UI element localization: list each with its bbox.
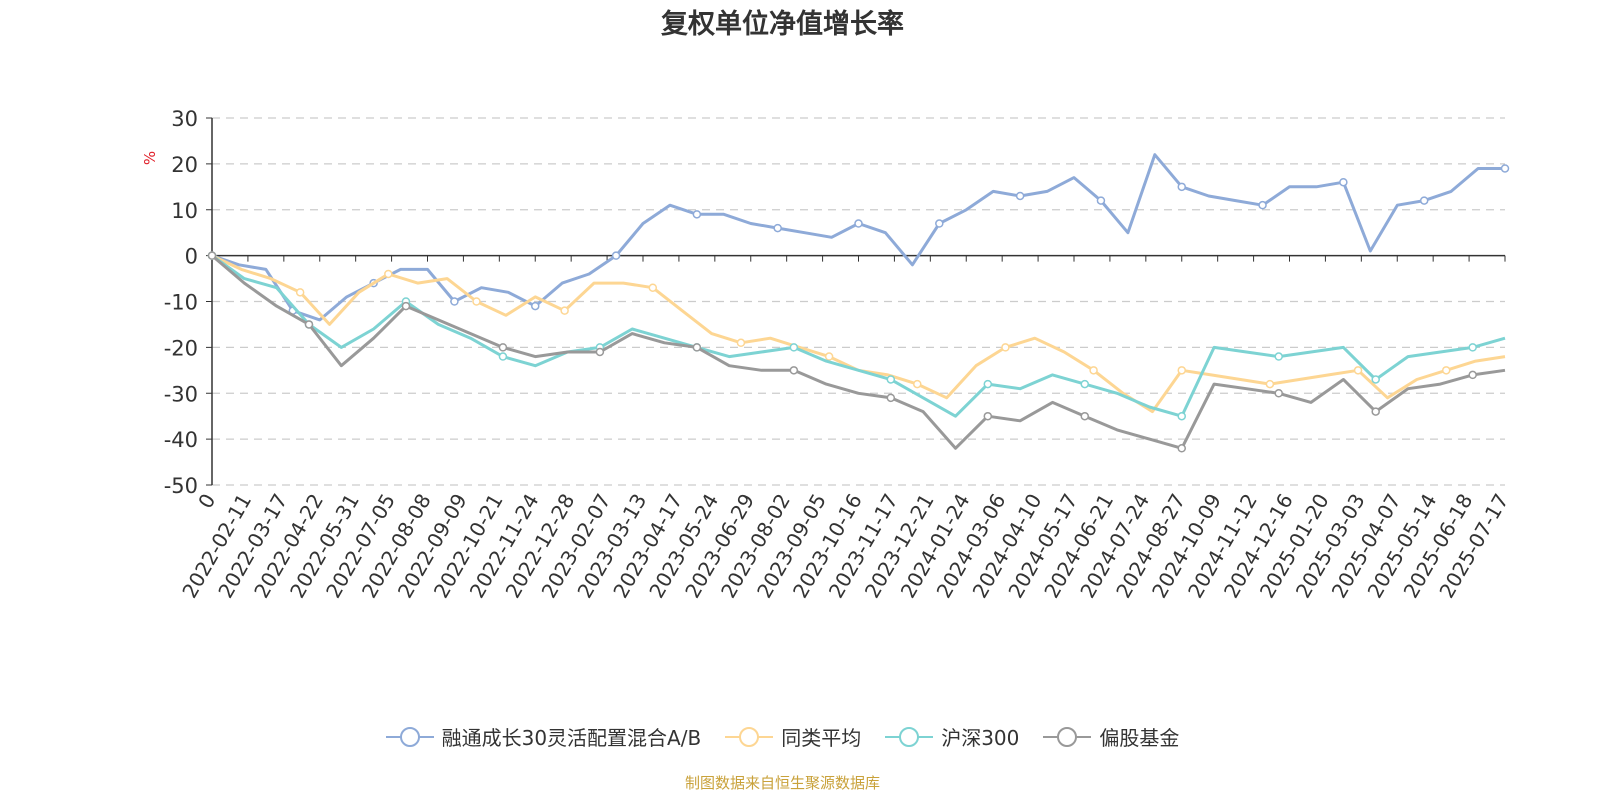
y-tick-label: 20 (171, 153, 198, 177)
data-point (648, 283, 658, 292)
data-point (886, 393, 896, 403)
grid-lines (212, 117, 1505, 486)
data-point (1265, 379, 1275, 389)
legend-label: 融通成长30灵活配置混合A/B (441, 726, 702, 750)
data-point (1468, 343, 1477, 352)
data-point (384, 269, 393, 279)
data-point (935, 219, 944, 228)
series-3 (207, 251, 1506, 453)
legend: 融通成长30灵活配置混合A/B 同类平均 沪深300 偏股基金 (0, 722, 1565, 751)
y-tick-label: 10 (171, 199, 198, 223)
data-point (560, 306, 569, 315)
x-tick-label: 0 (193, 490, 220, 513)
legend-label: 沪深300 (941, 726, 1020, 750)
y-tick-label: 0 (185, 245, 198, 269)
series-0 (207, 153, 1510, 322)
data-point (692, 210, 702, 219)
series-line (211, 153, 1505, 322)
data-point (1080, 379, 1090, 389)
data-point (773, 223, 782, 233)
legend-item[interactable]: 同类平均 (725, 722, 861, 751)
data-point (531, 301, 540, 311)
y-tick-label: -20 (164, 336, 198, 360)
data-point (1441, 366, 1451, 375)
axes (206, 117, 1506, 486)
data-point (983, 379, 993, 389)
data-point (789, 366, 799, 375)
legend-label: 同类平均 (781, 726, 862, 750)
source-note: 制图数据来自恒生聚源数据库 (684, 774, 880, 792)
data-point (498, 352, 508, 361)
data-point (595, 347, 605, 357)
data-point (207, 251, 217, 260)
data-point (824, 352, 834, 361)
data-point (692, 343, 702, 352)
data-point (1500, 164, 1510, 173)
data-point (450, 297, 459, 306)
data-point (1096, 196, 1106, 205)
y-axis-unit-label: % (141, 151, 159, 165)
data-point (1080, 411, 1090, 421)
data-point (1371, 375, 1380, 384)
legend-marker (885, 726, 934, 747)
data-point (1177, 182, 1186, 192)
data-point (1353, 366, 1363, 375)
data-point (1177, 366, 1186, 375)
data-point (498, 343, 508, 352)
data-point (913, 379, 922, 389)
data-point (1419, 196, 1429, 205)
data-point (611, 251, 621, 260)
data-point (1274, 352, 1283, 361)
data-point (472, 297, 481, 306)
data-point (854, 219, 863, 228)
legend-item[interactable]: 沪深300 (885, 722, 1019, 751)
y-tick-label: 30 (171, 107, 198, 131)
data-point (1258, 200, 1267, 210)
series-1 (207, 251, 1506, 414)
y-tick-label: -50 (164, 474, 198, 498)
legend-marker (385, 726, 434, 747)
series-line (211, 254, 1506, 450)
data-point (1177, 444, 1186, 453)
data-point (295, 288, 305, 297)
data-point (1274, 389, 1283, 398)
legend-marker (725, 726, 774, 747)
data-point (401, 301, 411, 311)
series-lines (207, 153, 1510, 453)
legend-item[interactable]: 融通成长30灵活配置混合A/B (385, 722, 702, 751)
data-point (1015, 191, 1025, 201)
legend-label: 偏股基金 (1099, 726, 1180, 750)
data-point (304, 320, 314, 329)
data-point (1177, 411, 1186, 421)
y-tick-label: -40 (164, 428, 198, 452)
series-line (211, 254, 1506, 414)
y-tick-label: -10 (164, 291, 198, 315)
data-point (1339, 177, 1348, 187)
data-point (1001, 343, 1010, 352)
data-point (886, 375, 896, 384)
data-point (1468, 370, 1477, 380)
chart-title: 复权单位净值增长率 (661, 9, 904, 40)
legend-item[interactable]: 偏股基金 (1043, 722, 1179, 751)
data-point (736, 338, 746, 348)
legend-marker (1043, 726, 1092, 747)
data-point (1371, 407, 1380, 416)
data-point (789, 343, 799, 352)
data-point (983, 411, 993, 421)
data-point (1089, 366, 1098, 375)
y-tick-label: -30 (164, 382, 198, 406)
